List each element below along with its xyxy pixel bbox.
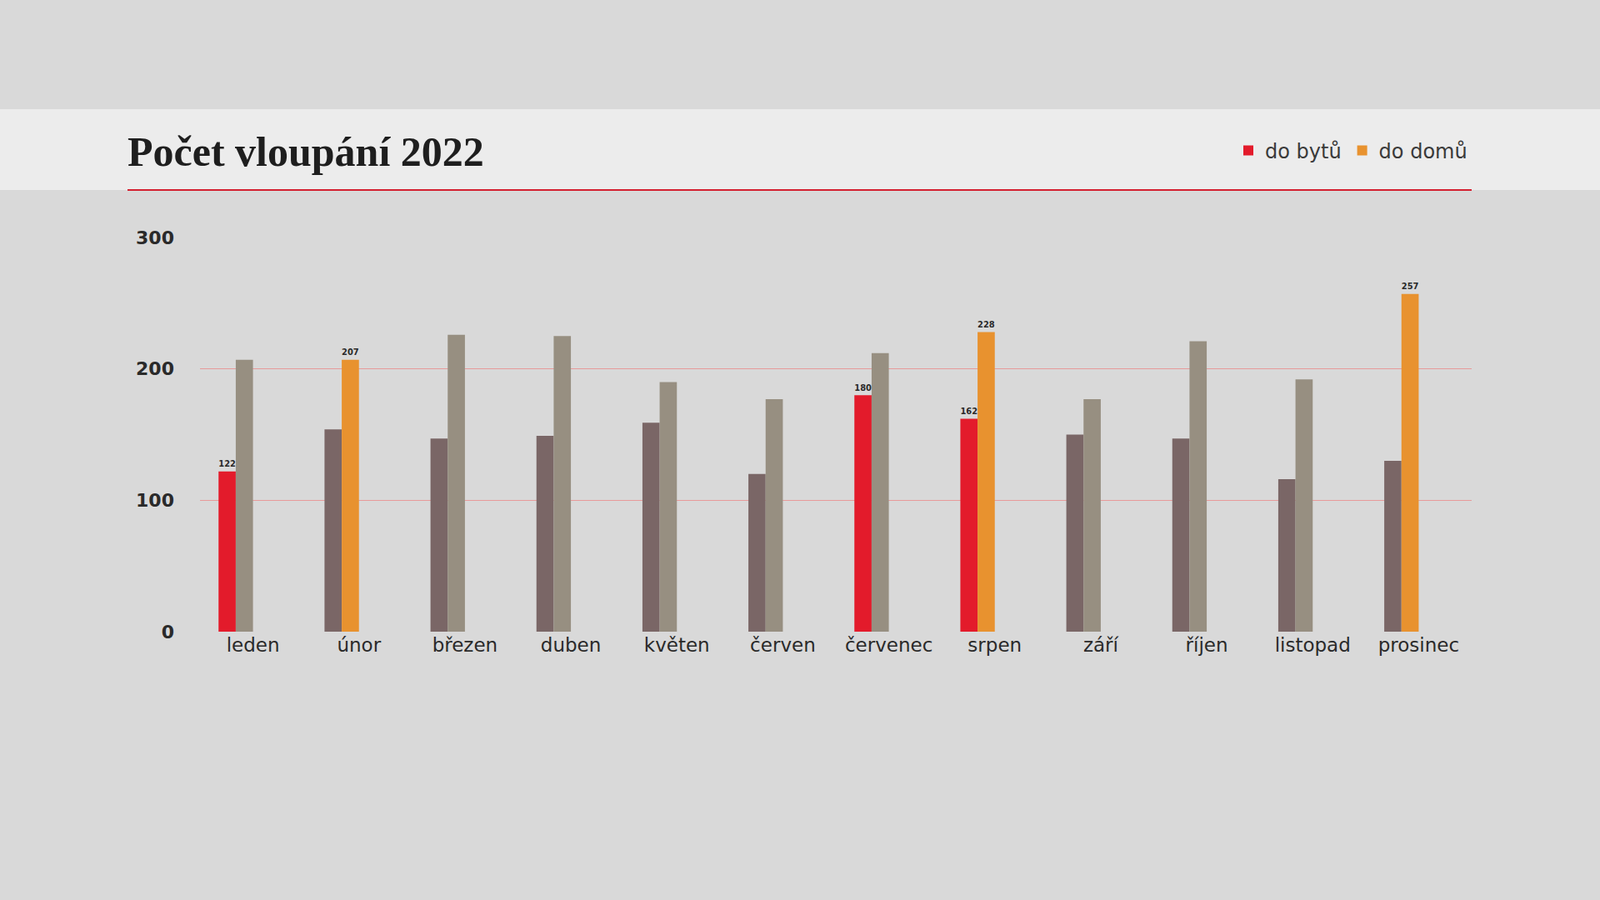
- svg-text:0: 0: [161, 621, 175, 643]
- svg-text:srpen: srpen: [967, 634, 1022, 656]
- svg-text:leden: leden: [226, 634, 280, 656]
- svg-text:200: 200: [135, 358, 175, 380]
- svg-text:Počet vloupání 2022: Počet vloupání 2022: [127, 128, 485, 175]
- svg-text:100: 100: [135, 490, 175, 511]
- svg-text:300: 300: [135, 227, 175, 249]
- svg-text:do bytů: do bytů: [1265, 140, 1342, 164]
- svg-text:březen: březen: [432, 634, 499, 656]
- svg-text:207: 207: [341, 347, 360, 357]
- svg-text:únor: únor: [336, 634, 381, 656]
- svg-text:do domů: do domů: [1379, 140, 1468, 164]
- svg-text:257: 257: [1401, 281, 1420, 291]
- svg-text:122: 122: [218, 459, 236, 469]
- svg-text:září: září: [1083, 634, 1120, 656]
- svg-text:červen: červen: [750, 634, 816, 656]
- svg-text:květen: květen: [644, 634, 710, 656]
- svg-text:říjen: říjen: [1185, 634, 1229, 656]
- svg-text:duben: duben: [540, 634, 602, 656]
- svg-text:listopad: listopad: [1275, 634, 1351, 656]
- svg-text:červenec: červenec: [845, 634, 933, 656]
- svg-text:prosinec: prosinec: [1378, 634, 1460, 656]
- svg-text:162: 162: [960, 406, 978, 416]
- svg-text:180: 180: [854, 383, 872, 393]
- svg-text:228: 228: [977, 320, 995, 330]
